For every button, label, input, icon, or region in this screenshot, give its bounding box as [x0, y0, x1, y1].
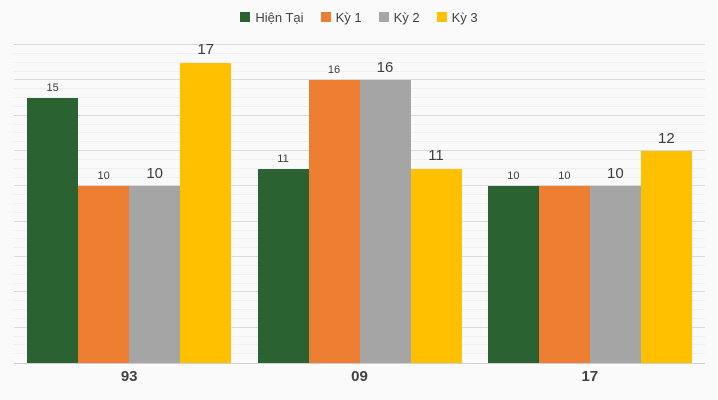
bar-93-kỳ-1[interactable] [78, 186, 130, 363]
chart-legend: Hiện Tại Kỳ 1 Kỳ 2 Kỳ 3 [0, 9, 718, 25]
bar-value-label: 10 [97, 170, 110, 183]
legend-label: Kỳ 3 [451, 9, 478, 25]
legend-label: Hiện Tại [255, 9, 304, 25]
legend-label: Kỳ 1 [335, 9, 362, 25]
bar-09-kỳ-1[interactable] [308, 80, 360, 363]
bar-93-kỳ-3[interactable] [180, 62, 232, 363]
legend-swatch-icon [320, 12, 331, 22]
bar-17-kỳ-1[interactable] [538, 186, 590, 363]
bar-value-label: 16 [327, 64, 341, 77]
legend-item-4: Kỳ 3 [436, 9, 478, 25]
legend-item-1: Hiện Tại [240, 9, 304, 25]
legend-item-2: Kỳ 1 [320, 9, 362, 25]
bar-value-label: 15 [46, 81, 59, 94]
bar-value-label: 10 [146, 164, 163, 182]
legend-swatch-icon [436, 12, 447, 22]
x-axis-label-09: 09 [351, 368, 368, 385]
major-gridline [14, 79, 705, 81]
bar-93-kỳ-2[interactable] [129, 186, 181, 363]
bar-09-kỳ-2[interactable] [359, 80, 411, 363]
x-axis-label-93: 93 [120, 368, 138, 385]
plot-area: 15 10 10 17 11 16 16 11 10 10 10 12 [14, 41, 705, 364]
bar-17-kỳ-2[interactable] [589, 186, 641, 363]
minor-gridline [14, 70, 705, 72]
bar-09-kỳ-3[interactable] [410, 168, 462, 363]
x-axis-label-17: 17 [581, 368, 599, 385]
bar-value-label: 11 [277, 152, 289, 165]
bar-value-label: 12 [657, 129, 675, 147]
bar-09-hiện-tại[interactable] [257, 168, 309, 363]
minor-gridline [14, 61, 705, 63]
major-gridline [14, 44, 705, 45]
x-axis-labels: 93 09 17 [14, 368, 705, 388]
legend-swatch-icon [240, 12, 251, 22]
legend-swatch-icon [378, 12, 389, 22]
bar-value-label: 17 [197, 41, 214, 59]
bar-value-label: 10 [507, 170, 520, 183]
bar-17-hiện-tại[interactable] [487, 186, 539, 363]
legend-label: Kỳ 2 [393, 9, 420, 25]
bar-value-label: 10 [606, 164, 624, 182]
legend-item-3: Kỳ 2 [378, 9, 420, 25]
minor-gridline [14, 52, 705, 54]
bar-93-hiện-tại[interactable] [27, 98, 79, 363]
bar-value-label: 16 [376, 58, 394, 76]
bar-17-kỳ-3[interactable] [640, 151, 692, 363]
bar-value-label: 10 [558, 170, 571, 183]
bar-value-label: 11 [428, 147, 444, 165]
x-axis-line [14, 363, 705, 364]
